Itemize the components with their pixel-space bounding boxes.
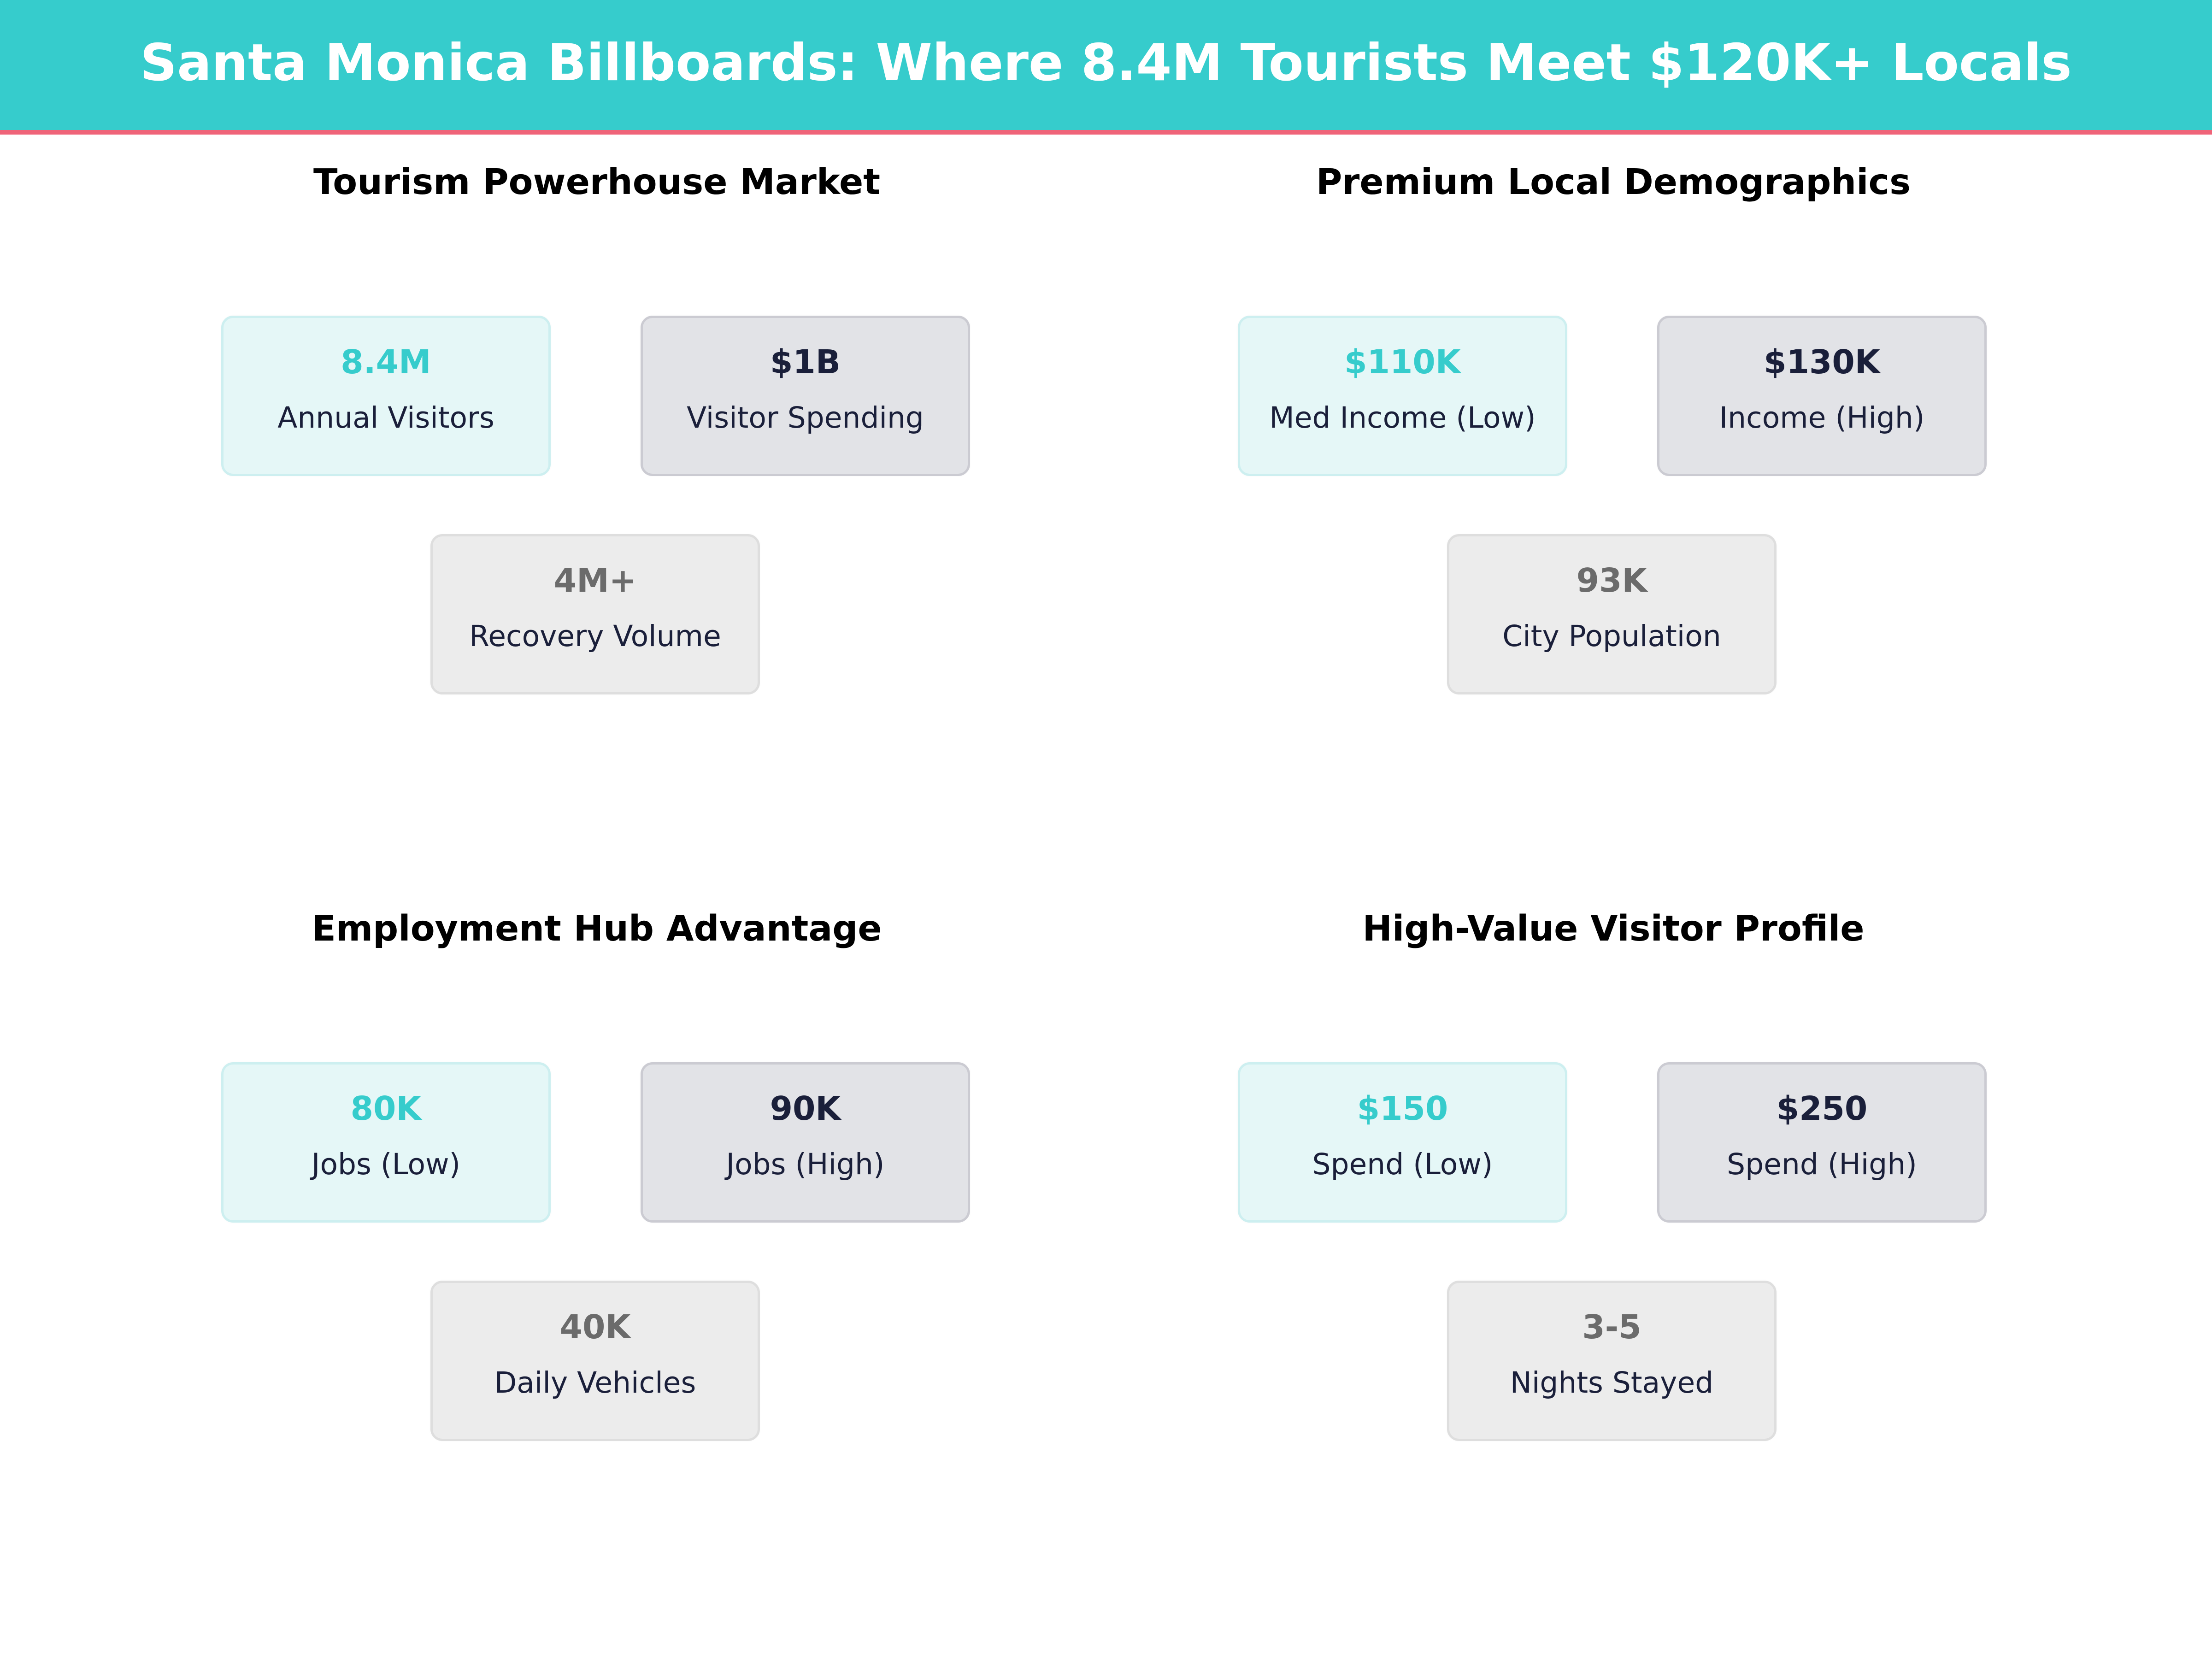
stat-label: Daily Vehicles <box>494 1366 696 1400</box>
stat-label: Annual Visitors <box>277 401 494 435</box>
stat-card: 93K City Population <box>1447 534 1777 694</box>
stat-value: 80K <box>350 1089 422 1128</box>
panel-title: Employment Hub Advantage <box>312 908 882 949</box>
stat-label: Visitor Spending <box>687 401 924 435</box>
stat-value: $110K <box>1344 343 1461 381</box>
stat-label: Income (High) <box>1719 401 1925 435</box>
stat-card: 40K Daily Vehicles <box>430 1281 760 1441</box>
stat-card: $150 Spend (Low) <box>1238 1062 1567 1223</box>
stat-card: 3-5 Nights Stayed <box>1447 1281 1777 1441</box>
stat-value: 3-5 <box>1582 1308 1641 1346</box>
stat-card: $1B Visitor Spending <box>641 316 970 476</box>
stat-card: $110K Med Income (Low) <box>1238 316 1567 476</box>
stat-card: 80K Jobs (Low) <box>221 1062 551 1223</box>
stat-label: Med Income (Low) <box>1269 401 1536 435</box>
stat-value: 40K <box>559 1308 631 1346</box>
panel-visitor-profile: High-Value Visitor Profile $150 Spend (L… <box>1238 911 2212 1658</box>
stat-label: City Population <box>1502 619 1721 653</box>
stat-value: 93K <box>1576 561 1647 600</box>
stat-value: 4M+ <box>553 561 637 600</box>
panel-title: High-Value Visitor Profile <box>1362 908 1865 949</box>
stat-label: Nights Stayed <box>1510 1366 1714 1400</box>
panel-title: Premium Local Demographics <box>1316 162 1911 203</box>
stat-value: 8.4M <box>341 343 431 381</box>
stat-label: Spend (Low) <box>1312 1147 1493 1181</box>
stat-value: 90K <box>770 1089 841 1128</box>
panel-tourism-market: Tourism Powerhouse Market 8.4M Annual Vi… <box>221 165 1238 911</box>
panel-employment-hub: Employment Hub Advantage 80K Jobs (Low) … <box>221 911 1238 1658</box>
page-title: Santa Monica Billboards: Where 8.4M Tour… <box>140 33 2072 93</box>
stat-card: 8.4M Annual Visitors <box>221 316 551 476</box>
stat-card: $130K Income (High) <box>1657 316 1987 476</box>
stat-label: Recovery Volume <box>469 619 721 653</box>
panel-local-demographics: Premium Local Demographics $110K Med Inc… <box>1238 165 2212 911</box>
stat-value: $150 <box>1357 1089 1448 1128</box>
header-bar: Santa Monica Billboards: Where 8.4M Tour… <box>0 0 2212 130</box>
stat-value: $130K <box>1764 343 1880 381</box>
stat-card: 4M+ Recovery Volume <box>430 534 760 694</box>
stat-card: $250 Spend (High) <box>1657 1062 1987 1223</box>
stat-label: Jobs (High) <box>726 1147 885 1181</box>
panel-title: Tourism Powerhouse Market <box>313 162 881 203</box>
stat-value: $250 <box>1776 1089 1868 1128</box>
header-accent-line <box>0 130 2212 135</box>
stat-label: Jobs (Low) <box>311 1147 461 1181</box>
stat-label: Spend (High) <box>1727 1147 1917 1181</box>
stat-card: 90K Jobs (High) <box>641 1062 970 1223</box>
stat-value: $1B <box>770 343 841 381</box>
